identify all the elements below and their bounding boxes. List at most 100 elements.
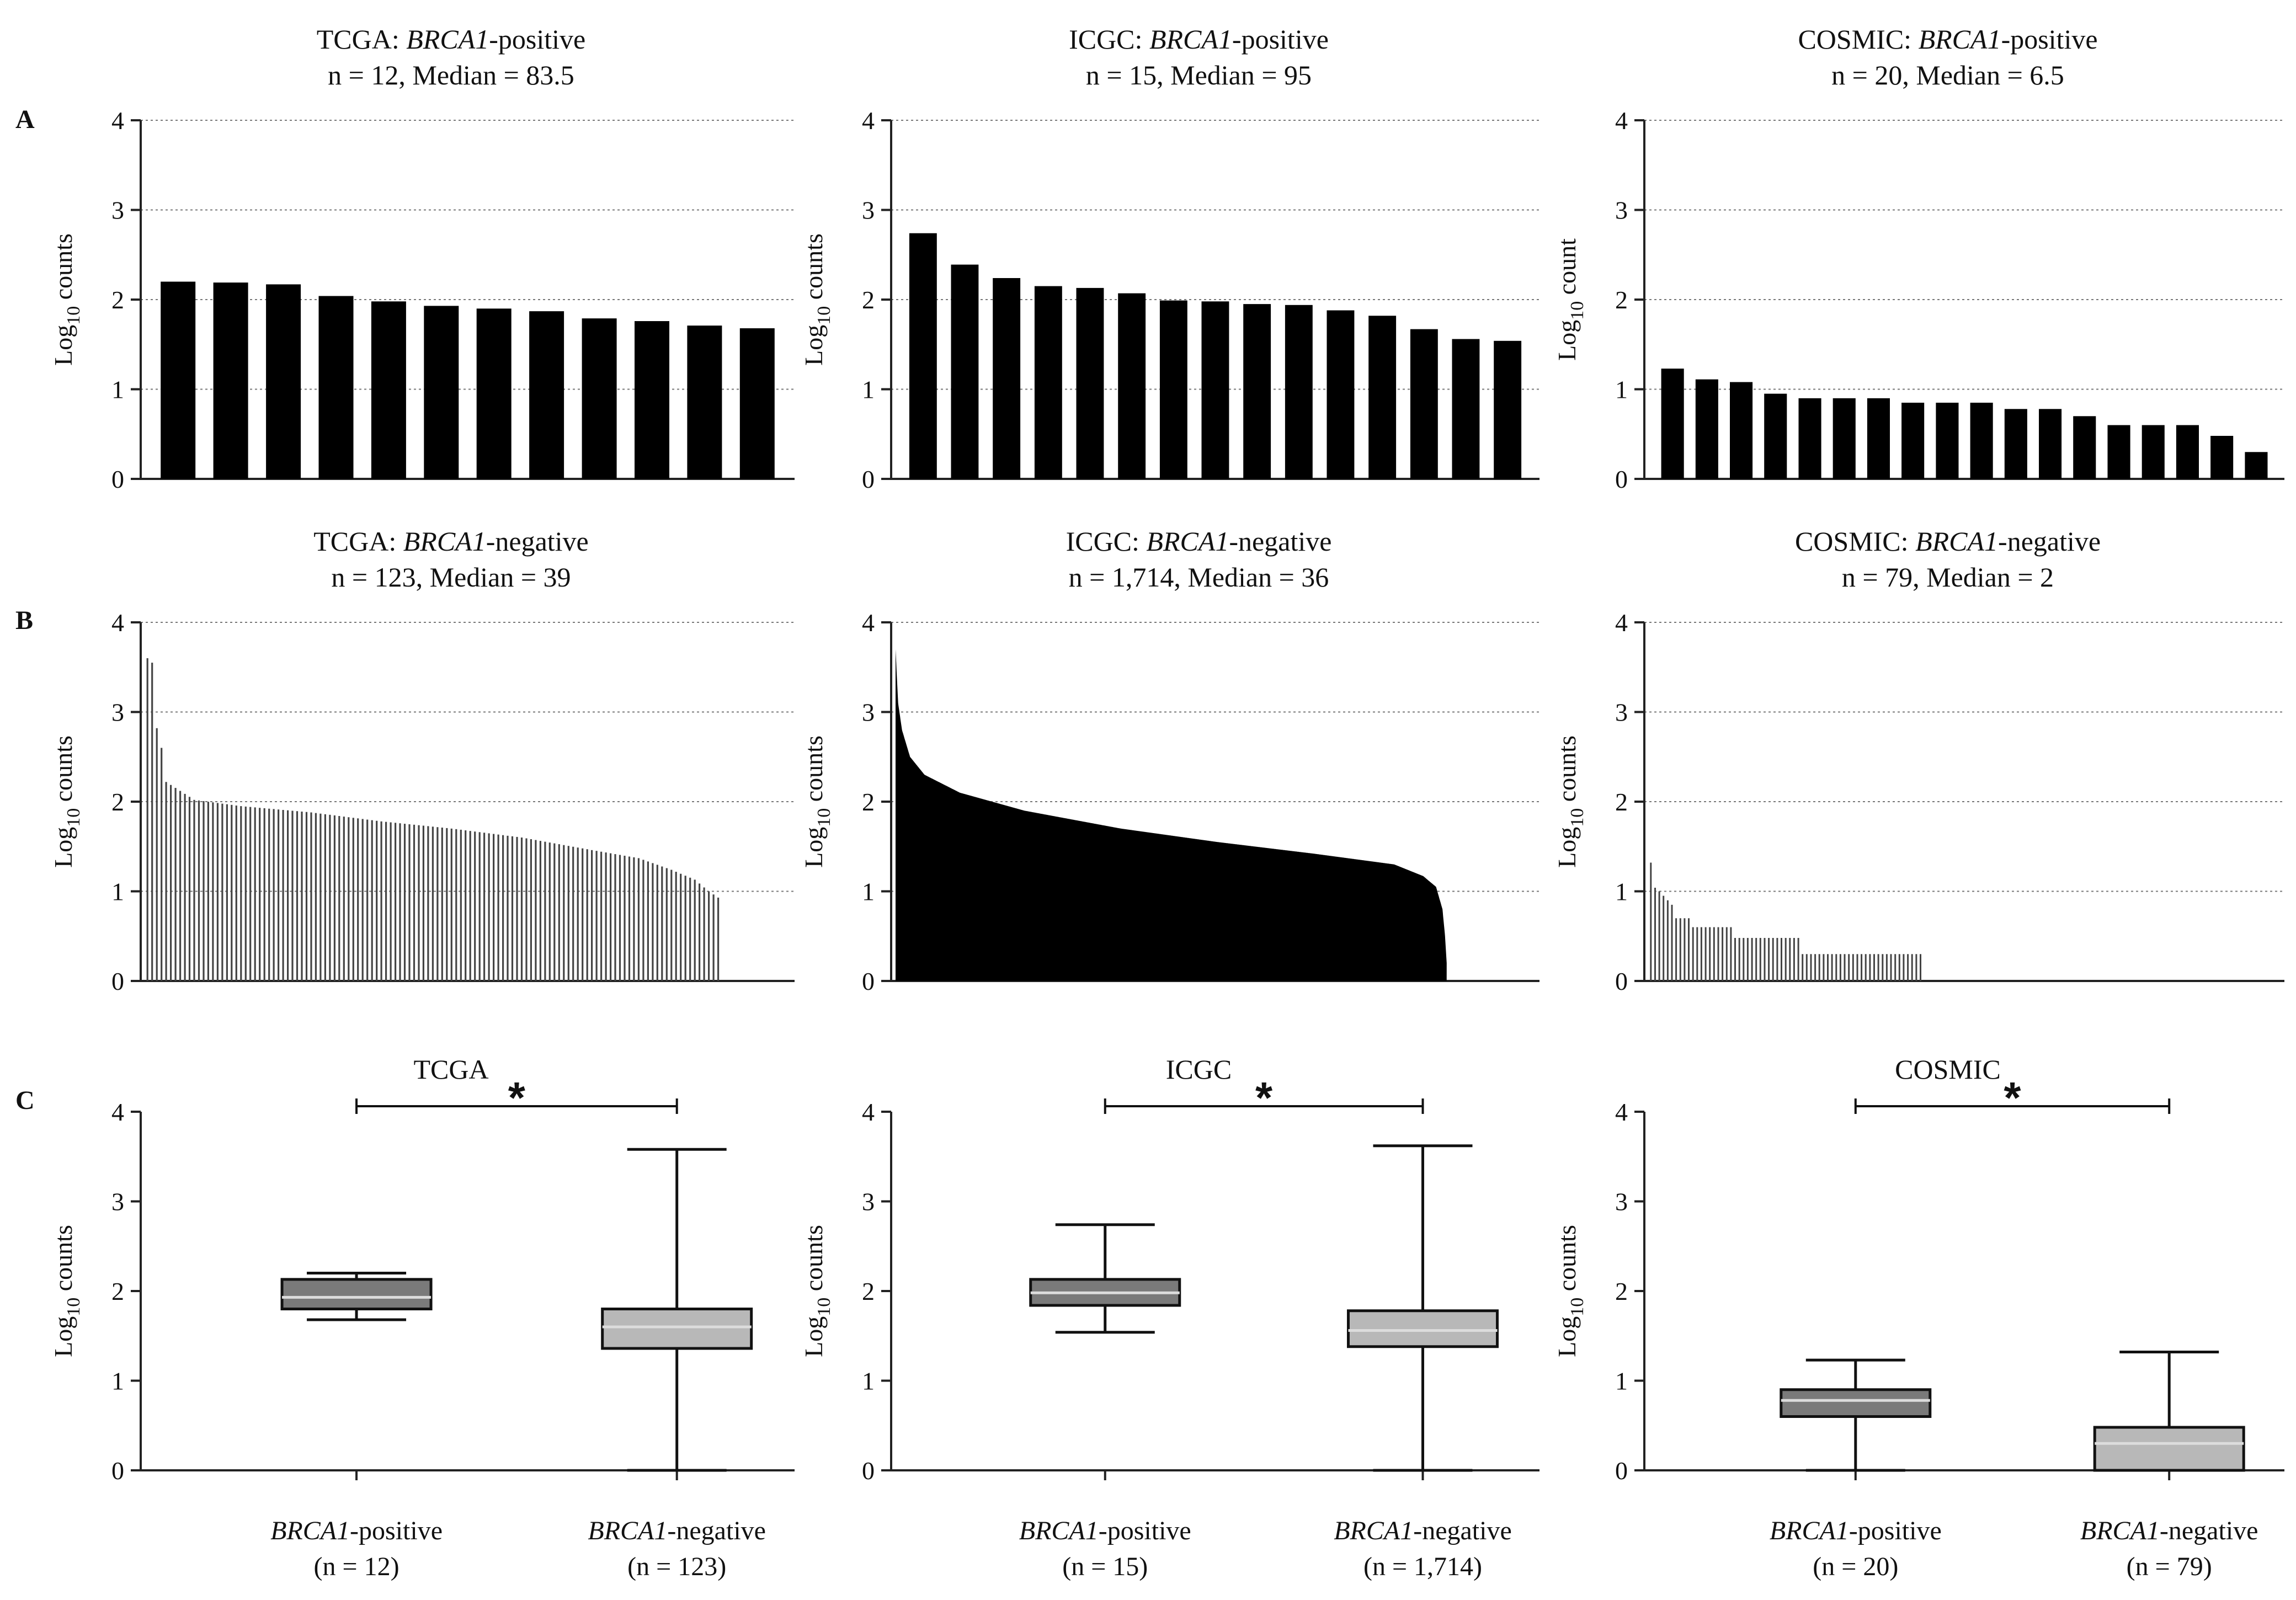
bar-6: [1675, 918, 1677, 982]
bar-43: [1831, 954, 1833, 982]
y-axis-label: Log10 count: [1553, 238, 1588, 361]
bar-19: [1730, 927, 1732, 981]
bar-51: [1864, 954, 1867, 982]
bar-44: [1835, 954, 1837, 982]
bar-27: [1764, 938, 1766, 981]
y-tick-label-4: 4: [111, 1098, 124, 1126]
bar-47: [1848, 954, 1850, 982]
box-1: [601, 1148, 753, 1472]
bar-47: [366, 819, 369, 981]
chart-title: ICGC: BRCA1-negative: [1066, 526, 1332, 557]
y-tick-label-3: 3: [111, 196, 124, 225]
chart-title: ICGC: BRCA1-positive: [1069, 24, 1329, 55]
iqr-box: [1347, 1309, 1499, 1348]
significance-star: *: [508, 1073, 526, 1122]
bar-92: [577, 847, 579, 981]
bar-48: [371, 820, 373, 981]
bar-59: [422, 825, 424, 981]
bar-78: [511, 836, 514, 981]
bar-50: [380, 821, 382, 982]
y-tick-label-0: 0: [862, 465, 875, 493]
y-tick-label-1: 1: [1615, 1367, 1628, 1395]
area-series: [896, 649, 1447, 981]
y-tick-label-1: 1: [862, 376, 875, 404]
bar-49: [1856, 954, 1858, 982]
bar-40: [1818, 954, 1820, 982]
panel-label-a: A: [15, 105, 35, 134]
y-tick-label-4: 4: [862, 106, 875, 135]
bar-76: [502, 835, 504, 981]
bar-16: [221, 803, 223, 981]
bar-41: [1823, 954, 1825, 982]
bar-121: [712, 894, 715, 981]
y-axis-label: Log10 counts: [800, 233, 834, 366]
bar-4: [165, 782, 167, 982]
bar-6: [1159, 300, 1187, 479]
category-n-0: (n = 20): [1813, 1552, 1898, 1581]
bar-10: [193, 799, 195, 982]
bar-4: [1666, 900, 1669, 982]
bars: [161, 281, 775, 479]
y-tick-label-0: 0: [111, 465, 124, 493]
bar-54: [1877, 954, 1879, 982]
bar-4: [1076, 287, 1104, 479]
bar-28: [278, 809, 280, 981]
bar-70: [474, 831, 476, 981]
bar-5: [170, 785, 172, 981]
y-tick-label-4: 4: [111, 609, 124, 637]
bar-100: [614, 854, 616, 981]
bar-6: [1867, 398, 1890, 479]
y-tick-label-2: 2: [1615, 788, 1628, 816]
y-axis-label: Log10 counts: [49, 1225, 84, 1357]
bar-102: [624, 856, 626, 981]
bar-64: [1920, 954, 1921, 982]
bar-8: [582, 318, 617, 479]
iqr-box: [601, 1308, 753, 1350]
bar-11: [198, 800, 200, 981]
bar-13: [1704, 927, 1707, 981]
chart-c-3: COSMIC 0 1 2 3 4 Log10 counts BRCA1-positive (n …: [1553, 1054, 2284, 1581]
y-tick-label-3: 3: [862, 698, 875, 727]
bar-97: [600, 851, 603, 981]
chart-subtitle: n = 12, Median = 83.5: [328, 60, 574, 90]
bar-35: [1797, 938, 1799, 981]
bar-58: [418, 825, 420, 981]
bar-67: [460, 829, 462, 981]
bar-64: [446, 828, 448, 981]
bar-113: [675, 872, 677, 981]
bar-14: [1494, 340, 1522, 479]
bar-56: [1885, 954, 1888, 982]
bar-54: [399, 823, 401, 981]
y-tick-label-3: 3: [862, 196, 875, 225]
bar-119: [703, 887, 705, 981]
bar-14: [2141, 425, 2165, 479]
bar-3: [1034, 286, 1062, 479]
bar-1: [151, 663, 153, 981]
bar-24: [1751, 938, 1753, 981]
bar-105: [637, 858, 640, 981]
y-axis-label: Log10 counts: [1553, 1225, 1588, 1357]
bar-1: [951, 264, 979, 479]
bar-106: [642, 860, 644, 981]
y-tick-label-1: 1: [111, 376, 124, 404]
bar-3: [318, 296, 354, 479]
bar-57: [1890, 954, 1892, 982]
category-n-1: (n = 1,714): [1363, 1552, 1482, 1581]
y-tick-label-4: 4: [1615, 609, 1628, 637]
bar-3: [1663, 895, 1665, 981]
bar-18: [231, 804, 233, 981]
bar-51: [385, 822, 387, 981]
bar-22: [1743, 938, 1745, 981]
category-label-0: BRCA1-positive: [1019, 1516, 1191, 1545]
bar-10: [2004, 409, 2027, 479]
y-tick-label-1: 1: [1615, 376, 1628, 404]
bars: [909, 233, 1522, 479]
bar-11: [2039, 409, 2062, 479]
box-1: [1347, 1144, 1499, 1472]
y-tick-label-4: 4: [862, 609, 875, 637]
y-axis-label: Log10 counts: [800, 735, 834, 868]
bar-17: [2245, 452, 2268, 479]
bar-118: [699, 883, 701, 981]
bar-5: [1832, 398, 1856, 479]
